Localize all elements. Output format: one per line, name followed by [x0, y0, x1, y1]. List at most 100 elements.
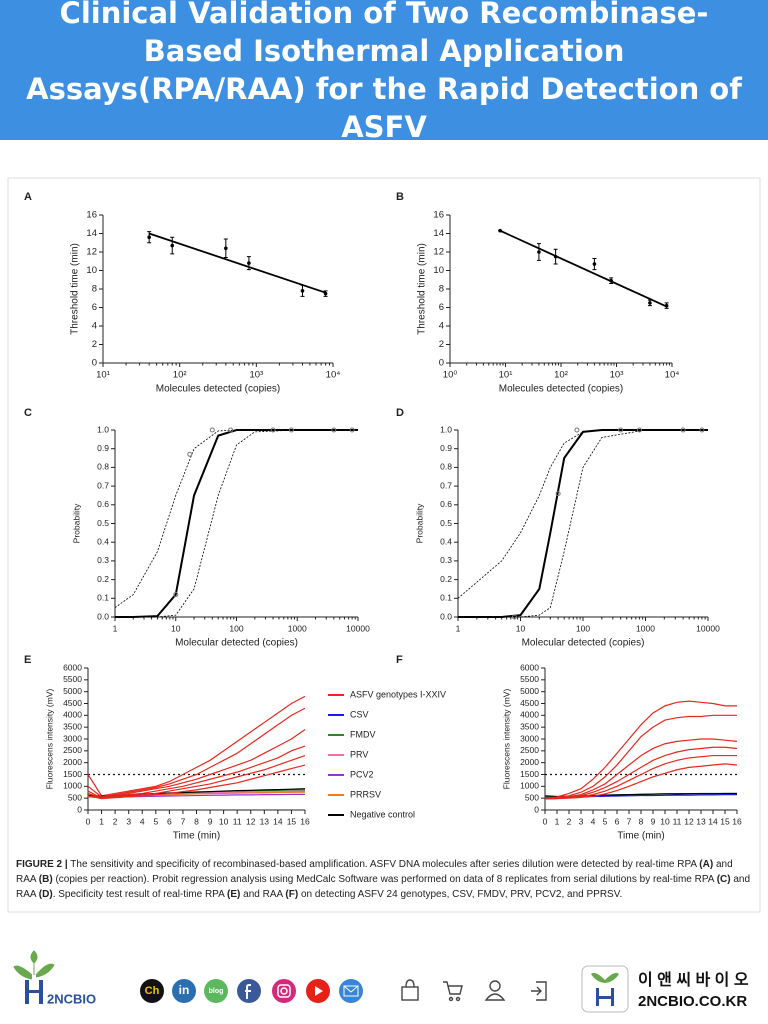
y-tick-label: 0.2: [440, 574, 452, 584]
y-tick-label: 1500: [63, 769, 82, 779]
data-point: [609, 278, 613, 283]
series-line: [544, 746, 738, 800]
y-tick-label: 2000: [520, 757, 539, 767]
x-tick-label: 13: [696, 816, 706, 826]
y-tick-label: 4: [92, 321, 97, 332]
series-line: [87, 695, 306, 797]
series-line: [544, 700, 737, 799]
x-tick-label: 10000: [346, 623, 370, 633]
social-label[interactable]: Ch: [145, 985, 160, 997]
social-label[interactable]: blog: [209, 988, 224, 995]
series-line: [87, 755, 306, 799]
cart-icon[interactable]: [443, 981, 463, 1002]
x-tick-label: 10²: [554, 370, 568, 381]
x-tick-label: 0: [543, 816, 548, 826]
facebook-icon[interactable]: [237, 979, 261, 1003]
caption-text: (A): [699, 859, 714, 870]
y-tick-label: 5000: [63, 686, 82, 696]
x-tick-label: 15: [720, 816, 730, 826]
legend-label: PRRSV: [350, 789, 381, 799]
x-tick-label: 4: [591, 816, 596, 826]
y-tick-label: 1.0: [440, 424, 452, 434]
y-tick-label: 5500: [520, 674, 539, 684]
fit-line: [499, 229, 667, 308]
y-tick-label: 3000: [63, 733, 82, 743]
social-label[interactable]: in: [179, 983, 190, 997]
y-tick-label: 16: [86, 210, 97, 221]
x-axis-title: Molecules detected (copies): [156, 384, 281, 395]
y-tick-label: 0: [439, 358, 444, 369]
brand-url[interactable]: 2NCBIO.CO.KR: [638, 993, 747, 1010]
x-tick-label: 7: [181, 816, 186, 826]
header: Clinical Validation of Two Recombinase-B…: [0, 0, 768, 144]
y-tick-label: 5000: [520, 686, 539, 696]
social-icon[interactable]: [172, 979, 196, 1003]
x-tick-label: 10: [219, 816, 229, 826]
data-point: [331, 427, 337, 433]
y-tick-label: 0.4: [97, 536, 109, 546]
mail-icon[interactable]: [339, 979, 363, 1003]
caption-text: and RAA: [16, 859, 733, 885]
series-line: [115, 429, 358, 618]
y-tick-label: 0.6: [440, 499, 452, 509]
y-tick-label: 2500: [63, 745, 82, 755]
login-icon[interactable]: [531, 981, 547, 1001]
series-line: [87, 745, 306, 799]
series-line: [544, 754, 737, 800]
brand-badge-leaf: [591, 972, 619, 983]
social-icon[interactable]: [140, 979, 164, 1003]
caption-text: and RAA: [240, 889, 286, 900]
user-icon[interactable]: [484, 980, 506, 1001]
y-axis-title: Threshold time (min): [417, 243, 428, 335]
instagram-icon[interactable]: [272, 979, 296, 1003]
x-tick-label: 11: [673, 816, 682, 826]
x-tick-label: 1000: [636, 623, 655, 633]
data-point: [664, 303, 669, 308]
caption-text: and RAA: [16, 874, 751, 900]
series-line: [114, 429, 358, 608]
y-tick-label: 2500: [520, 745, 539, 755]
y-tick-label: 4: [439, 321, 444, 332]
page-title: Clinical Validation of Two Recombinase-B…: [26, 0, 742, 144]
y-tick-label: 0.6: [97, 499, 109, 509]
shop-icon[interactable]: [401, 979, 419, 1001]
brand-badge-mark: [596, 996, 614, 999]
legend-label: Negative control: [350, 809, 415, 819]
x-tick-label: 12: [246, 816, 256, 826]
caption-text: (C): [716, 874, 731, 885]
x-tick-label: 3: [126, 816, 131, 826]
y-tick-label: 1000: [520, 781, 539, 791]
x-tick-label: 14: [273, 816, 283, 826]
x-tick-label: 1000: [288, 623, 307, 633]
data-point: [680, 427, 686, 433]
youtube-icon[interactable]: [306, 979, 330, 1003]
data-point: [228, 427, 234, 433]
x-tick-label: 10⁴: [326, 370, 341, 381]
series-line: [87, 707, 306, 798]
caption-text: . Specificity test result of real-time R…: [52, 889, 228, 900]
data-point: [553, 254, 558, 259]
y-tick-label: 0.7: [440, 480, 452, 490]
y-tick-label: 0.7: [97, 480, 109, 490]
x-axis-title: Time (min): [617, 831, 664, 842]
y-tick-label: 8: [439, 284, 444, 295]
y-tick-label: 0.9: [97, 443, 109, 453]
panel-label: D: [396, 407, 404, 419]
y-tick-label: 0.4: [440, 536, 452, 546]
y-tick-label: 3000: [520, 733, 539, 743]
x-tick-label: 10: [171, 623, 181, 633]
y-tick-label: 0: [92, 358, 97, 369]
x-tick-label: 10¹: [96, 370, 110, 381]
data-point: [288, 427, 294, 433]
social-icon[interactable]: [204, 979, 228, 1003]
data-point: [511, 614, 517, 620]
data-point: [537, 250, 541, 254]
caption-text: FIGURE 2 |: [16, 859, 68, 870]
data-point: [636, 427, 642, 433]
y-axis-title: Fluorescens intensity (mV): [501, 689, 511, 790]
x-tick-label: 100: [229, 623, 243, 633]
fit-line: [148, 232, 326, 294]
series-line: [87, 764, 306, 800]
x-tick-label: 1: [456, 623, 461, 633]
